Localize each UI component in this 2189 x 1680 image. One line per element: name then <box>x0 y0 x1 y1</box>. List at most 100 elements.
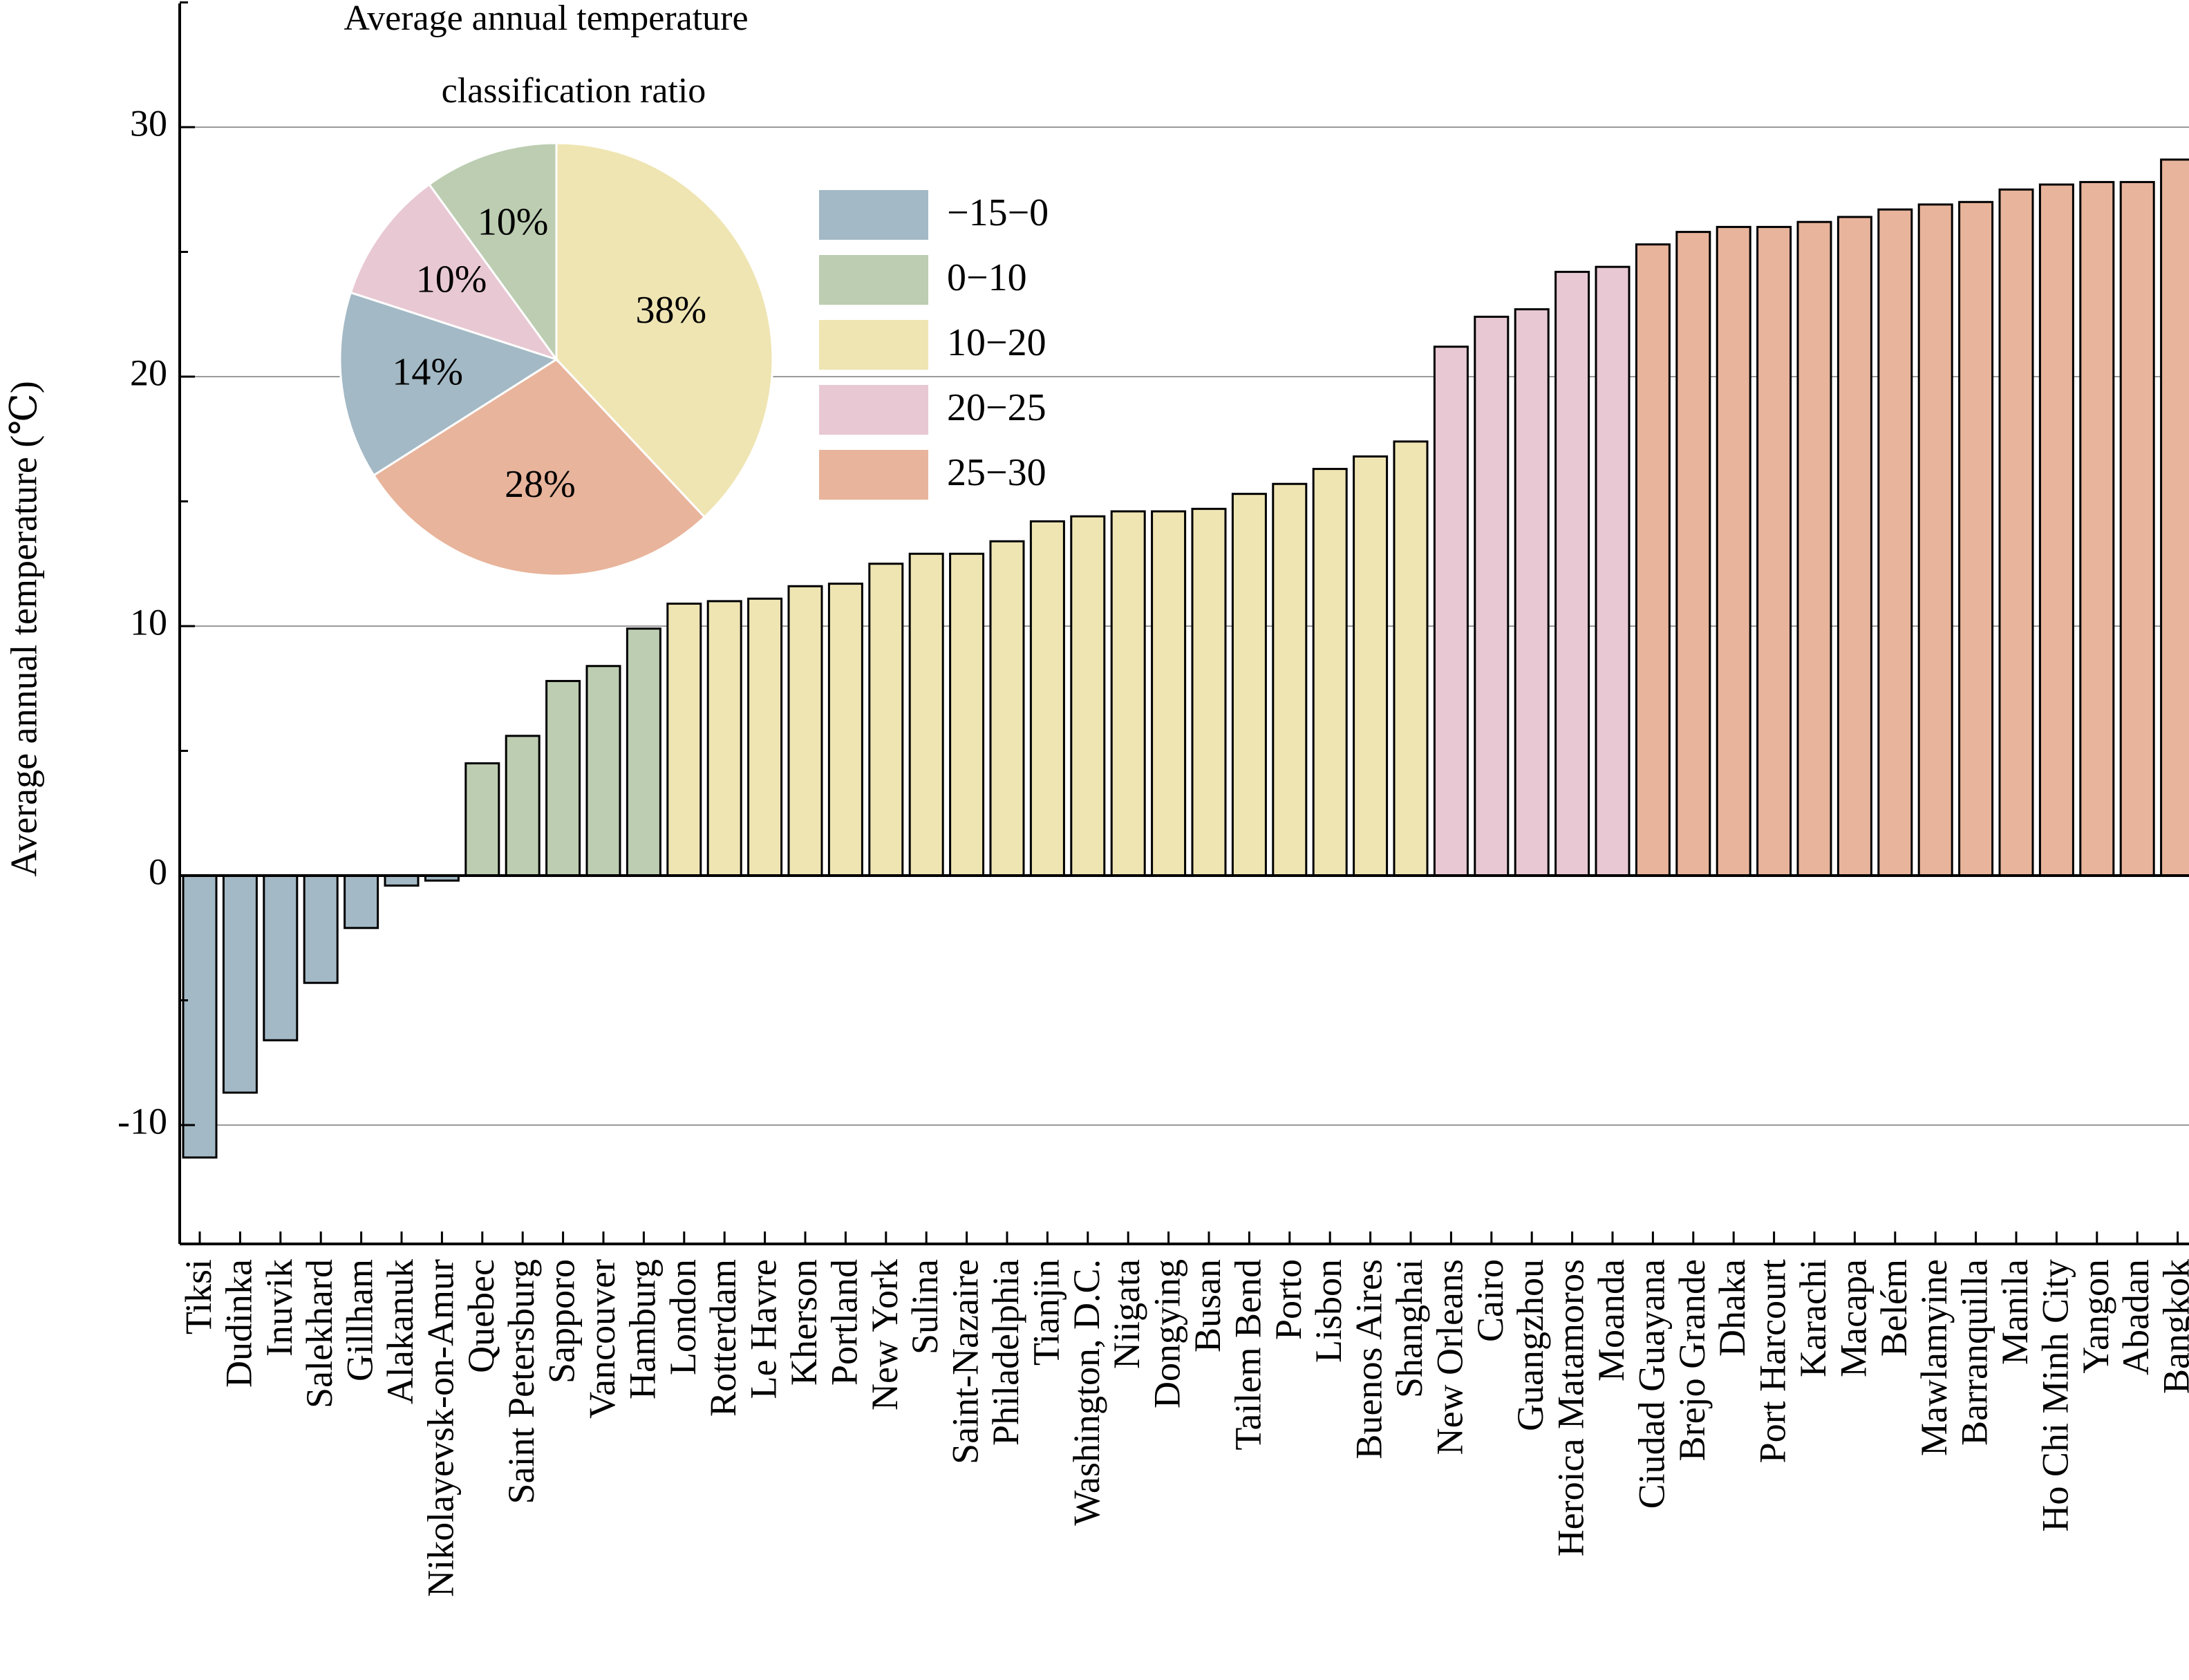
bar <box>787 585 823 877</box>
legend-swatch <box>819 320 928 370</box>
pie-title-line1: Average annual temperature <box>344 0 748 38</box>
x-tick-label: Nikolayevsk-on-Amur <box>420 1259 461 1597</box>
pie-slice-label: 10% <box>416 258 487 301</box>
bar <box>1595 265 1631 877</box>
x-tick-label: Dongying <box>1147 1259 1188 1408</box>
pie-slices <box>339 142 774 577</box>
bar <box>1272 482 1308 877</box>
bar <box>1756 225 1792 877</box>
x-tick-label: Port Harcourt <box>1752 1259 1794 1463</box>
x-tick-label: Le Havre <box>743 1259 785 1399</box>
pie-slice <box>372 358 706 577</box>
x-tick-label: Belém <box>1873 1259 1915 1357</box>
bar <box>949 552 985 877</box>
bars <box>182 158 2189 1159</box>
bar <box>1029 520 1065 877</box>
bar <box>747 597 783 877</box>
x-tick-label: Niigata <box>1106 1259 1147 1369</box>
bar <box>868 563 904 877</box>
legend-label: −15−0 <box>947 191 1049 234</box>
bar <box>1191 507 1227 877</box>
x-tick-label: Portland <box>823 1259 865 1386</box>
bar <box>545 679 581 877</box>
bar <box>2079 180 2115 877</box>
bar <box>989 540 1025 877</box>
bar <box>585 665 621 877</box>
legend: −15−0 0−10 10−20 20−25 25−30 <box>819 190 1049 500</box>
bar <box>1070 515 1106 877</box>
bar <box>1393 440 1429 877</box>
x-tick-label: Dhaka <box>1711 1259 1753 1357</box>
x-tick-label: Moanda <box>1590 1259 1632 1381</box>
legend-label: 0−10 <box>947 256 1027 299</box>
x-tick-label: Tianjin <box>1025 1259 1067 1366</box>
x-tick-label: Brejo Grande <box>1671 1259 1713 1461</box>
bar <box>1998 188 2034 877</box>
bar <box>384 874 420 887</box>
bar <box>1312 468 1348 877</box>
x-tick-label: Quebec <box>460 1259 502 1373</box>
legend-label: 20−25 <box>947 386 1046 429</box>
y-tick-label: 10 <box>130 601 167 643</box>
bar <box>1554 270 1590 877</box>
pie-slice-label: 14% <box>392 350 463 393</box>
bar <box>1231 493 1267 877</box>
y-tick-label: 30 <box>130 102 167 144</box>
x-tick-label: Yangon <box>2075 1259 2116 1374</box>
bar <box>505 735 541 877</box>
x-tick-label: Barranquilla <box>1954 1259 1995 1446</box>
pie-labels: 38% 28% 14% 10% 10% <box>392 200 706 506</box>
x-tick-label: New York <box>864 1259 905 1410</box>
bar <box>1433 346 1469 877</box>
x-tick-label: Karachi <box>1792 1259 1834 1377</box>
bar <box>344 874 379 929</box>
x-tick-label: Tiksi <box>178 1259 219 1334</box>
legend-label: 25−30 <box>947 451 1046 494</box>
bar <box>1917 203 1953 877</box>
x-tick-label: Lisbon <box>1308 1259 1349 1363</box>
bar <box>1716 225 1751 877</box>
x-tick-label: Washington, D.C. <box>1066 1259 1107 1526</box>
legend-swatch <box>819 190 928 240</box>
x-tick-label: Saint-Nazaire <box>945 1259 986 1464</box>
bar <box>1877 208 1913 877</box>
y-tick-label: 20 <box>130 352 167 393</box>
x-tick-label: Dudinka <box>218 1259 259 1388</box>
x-tick-label: Busan <box>1187 1259 1228 1352</box>
bar <box>1796 220 1832 877</box>
bar <box>464 762 500 877</box>
y-axis-label: Average annual temperature (℃) <box>3 381 44 877</box>
legend-swatch <box>819 385 928 435</box>
x-tick-label: Kherson <box>783 1259 825 1386</box>
x-tick-label: Bangkok <box>2156 1259 2189 1394</box>
x-tick-label: Hamburg <box>621 1259 663 1399</box>
pie-slice-label: 38% <box>636 289 707 332</box>
bar <box>827 583 863 877</box>
bar <box>1635 243 1671 877</box>
x-tick-label: Alakanuk <box>379 1259 421 1404</box>
x-tick-label: Macapa <box>1832 1259 1874 1377</box>
pie-slice <box>349 182 559 361</box>
axes: -10 0 10 20 30 <box>118 1 2189 1245</box>
bar <box>1836 216 1872 877</box>
x-tick-label: Heroica Matamoros <box>1550 1259 1592 1556</box>
bar <box>1110 510 1146 877</box>
pie-title-line2: classification ratio <box>442 71 706 111</box>
x-tick-label: Ho Chi Minh City <box>2034 1259 2076 1532</box>
x-tick-label: New Orleans <box>1429 1259 1470 1455</box>
x-tick-label: Cairo <box>1469 1259 1511 1342</box>
bar <box>303 874 339 984</box>
y-tick-label: 0 <box>149 851 167 892</box>
x-tick-label: Guangzhou <box>1510 1259 1551 1431</box>
pie-slice-label: 28% <box>505 463 576 506</box>
bar <box>1514 308 1550 877</box>
x-tick-labels: TiksiDudinkaInuvikSalekhardGillhamAlakan… <box>178 1259 2189 1597</box>
x-tick-label: Gillham <box>339 1259 381 1381</box>
x-tick-label: Manila <box>1994 1259 2036 1365</box>
pie-slice-label: 10% <box>478 200 549 243</box>
bar <box>2160 158 2189 877</box>
bar <box>908 552 944 877</box>
bar <box>626 627 661 877</box>
bar <box>1958 200 1994 877</box>
